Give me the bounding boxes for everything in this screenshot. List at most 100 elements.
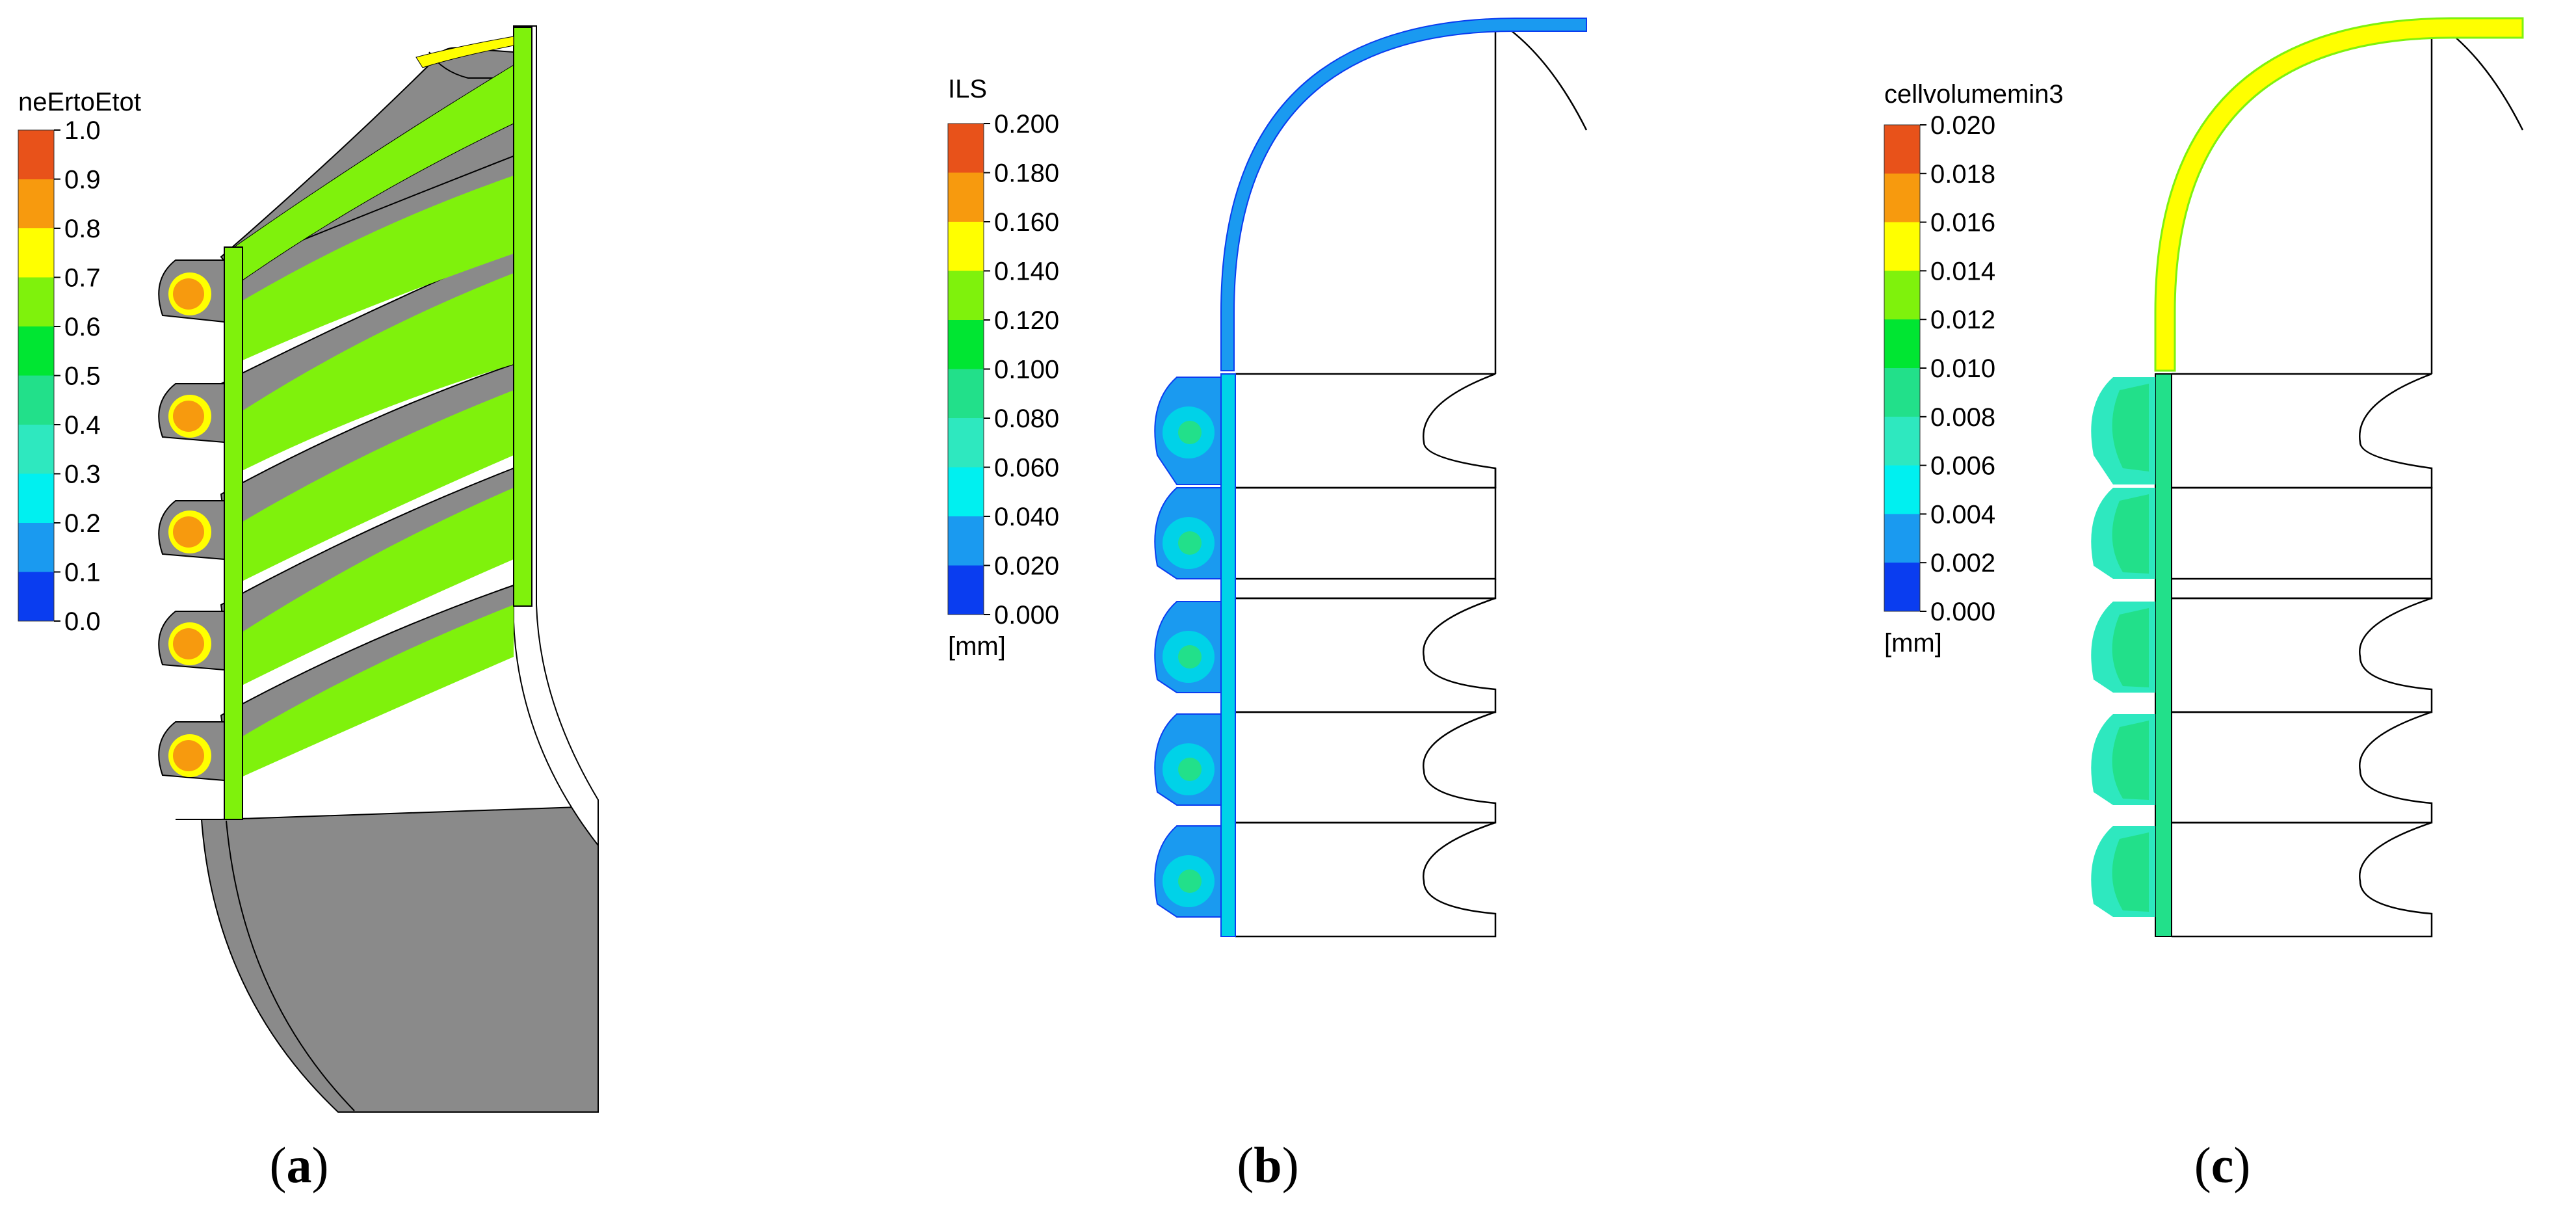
- colorbar-swatch: [18, 375, 54, 425]
- colorbar-swatch: [1884, 222, 1920, 271]
- colorbar-tick-label: 0.000: [994, 601, 1059, 630]
- colorbar-swatch: [1884, 465, 1920, 514]
- colorbar-tick-label: 0.2: [64, 509, 101, 538]
- panel-c-outline: [2172, 18, 2524, 938]
- caption-open: (: [1237, 1137, 1254, 1193]
- colorbar-swatch: [948, 565, 984, 615]
- green-band: [234, 605, 514, 780]
- panel-c-tube: [2091, 826, 2155, 917]
- panel-a-tube: [158, 259, 225, 323]
- caption-close: ): [1282, 1137, 1299, 1193]
- panel-a-tube: [158, 611, 225, 671]
- colorbar-swatch: [18, 228, 54, 278]
- caption-open: (: [270, 1137, 287, 1193]
- caption-open: (: [2194, 1137, 2211, 1193]
- colorbar-tick-label: 0.140: [994, 258, 1059, 286]
- caption-letter: b: [1254, 1137, 1281, 1193]
- colorbar-swatch: [948, 271, 984, 321]
- colorbar-swatch: [1884, 319, 1920, 369]
- colorbar-swatch: [18, 130, 54, 179]
- green-band: [234, 390, 514, 585]
- colorbar-tick-label: 0.016: [1930, 209, 1995, 237]
- colorbar-tick-label: 0.000: [1930, 598, 1995, 626]
- colorbar-tick-label: 0.004: [1930, 500, 1995, 529]
- legend-unit: [mm]: [1884, 629, 1942, 657]
- colorbar-swatch: [1884, 563, 1920, 612]
- colorbar-tick-label: 0.200: [994, 110, 1059, 139]
- panel-b-tubes: [1154, 377, 1222, 918]
- colorbar-tick-label: 0.0: [64, 607, 101, 636]
- panel-b-tube: [1154, 713, 1222, 806]
- colorbar-tick-label: 0.1: [64, 559, 101, 587]
- colorbar-swatch: [948, 418, 984, 468]
- caption-close: ): [312, 1137, 329, 1193]
- colorbar-tick-label: 0.002: [1930, 549, 1995, 577]
- panel-c-tubes: [2091, 377, 2155, 917]
- colorbar-tick-label: 0.7: [64, 264, 101, 293]
- panel-b-tube: [1154, 377, 1222, 485]
- colorbar-tick-label: 0.3: [64, 460, 101, 489]
- svg-text:(b): (b): [1237, 1137, 1298, 1193]
- panel-b-column: [1220, 373, 1236, 937]
- panel-a-tubes: [158, 259, 225, 782]
- colorbar-swatch: [18, 572, 54, 622]
- panel-b-tube: [1154, 825, 1222, 918]
- colorbar-tick-label: 0.080: [994, 405, 1059, 433]
- colorbar-swatch: [1884, 271, 1920, 320]
- colorbar-swatch: [1884, 125, 1920, 174]
- colorbar-tick-label: 0.012: [1930, 306, 1995, 334]
- panel-a-tube: [158, 383, 225, 444]
- colorbar-tick-label: 0.9: [64, 166, 101, 194]
- panel-b-shell: [1220, 18, 1587, 371]
- colorbar-tick-label: 0.020: [994, 552, 1059, 581]
- colorbar-tick-label: 0.5: [64, 362, 101, 391]
- colorbar-tick-label: 0.160: [994, 208, 1059, 237]
- colorbar-swatch: [948, 222, 984, 271]
- colorbar-swatch: [18, 179, 54, 229]
- caption-a: (a): [270, 1137, 329, 1193]
- colorbar-tick-label: 0.120: [994, 306, 1059, 335]
- svg-text:(c): (c): [2194, 1137, 2251, 1193]
- panel-a-gray-body: [176, 805, 599, 1113]
- green-band: [234, 273, 514, 475]
- panel-a-shell-outer: [512, 25, 599, 847]
- colorbar-swatch: [948, 124, 984, 173]
- colorbar-tick-label: 1.0: [64, 116, 101, 145]
- colorbar-tick-label: 0.020: [1930, 111, 1995, 140]
- caption-c: (c): [2194, 1137, 2251, 1193]
- colorbar-swatch: [1884, 514, 1920, 563]
- colorbar-tick-label: 0.4: [64, 411, 101, 440]
- colorbar-tick-label: 0.6: [64, 313, 101, 341]
- green-band: [234, 488, 514, 689]
- green-band: [234, 176, 514, 364]
- colorbar-tick-label: 0.010: [1930, 354, 1995, 383]
- legend-title: neErtoEtot: [18, 88, 141, 116]
- colorbar-swatch: [948, 320, 984, 369]
- panel-b-tube: [1154, 601, 1222, 693]
- caption-close: ): [2233, 1137, 2250, 1193]
- panel-c-tube: [2091, 377, 2155, 484]
- caption-letter: c: [2211, 1137, 2234, 1193]
- colorbar-tick-label: 0.018: [1930, 160, 1995, 189]
- panel-a-top-yellow-strip: [415, 36, 514, 68]
- panel-c-shell: [2154, 17, 2524, 372]
- legend-title: ILS: [948, 75, 987, 103]
- colorbar-swatch: [1884, 368, 1920, 418]
- colorbar-tick-label: 0.008: [1930, 403, 1995, 432]
- panel-b: [1154, 18, 1588, 938]
- panel-a-left-strip: [224, 246, 243, 820]
- colorbar-swatch: [18, 326, 54, 376]
- colorbar-swatch: [948, 516, 984, 566]
- panel-c: [2091, 17, 2524, 938]
- colorbar-swatch: [948, 467, 984, 517]
- colorbar-swatch: [18, 277, 54, 327]
- panel-a-tube: [158, 721, 225, 782]
- colorbar-swatch: [18, 523, 54, 572]
- caption-b: (b): [1237, 1137, 1298, 1193]
- panel-a-gray-inner-curve: [226, 820, 355, 1111]
- colorbar-swatch: [948, 172, 984, 222]
- panel-a-right-strip: [513, 27, 532, 607]
- colorbar-swatch: [1884, 416, 1920, 466]
